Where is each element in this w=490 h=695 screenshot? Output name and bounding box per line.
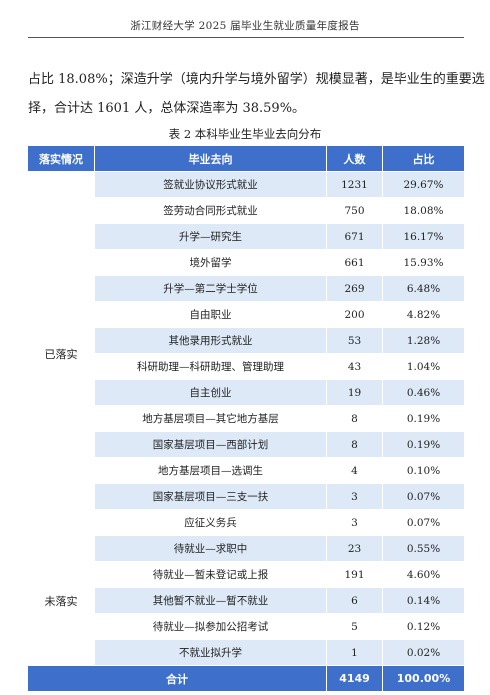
body-text-line-1: 占比 18.08%；深造升学（境内升学与境外留学）规模显著，是毕业生的重要选 [28, 72, 485, 87]
status-cell: 未落实 [27, 535, 95, 666]
destination-cell: 其他录用形式就业 [94, 327, 327, 354]
total-share: 100.00% [382, 665, 465, 692]
table-row: 其他录用形式就业 53 1.28% [28, 327, 465, 354]
count-cell: 43 [326, 353, 383, 380]
count-cell: 5 [326, 613, 383, 640]
table-row: 已落实 签就业协议形式就业 1231 29.67% [27, 171, 465, 536]
share-cell: 4.60% [382, 561, 465, 588]
status-cell: 已落实 [27, 171, 95, 536]
count-cell: 23 [326, 535, 383, 562]
share-cell: 0.55% [382, 535, 465, 562]
total-label: 合计 [27, 665, 327, 692]
header-destination: 毕业去向 [94, 145, 327, 172]
count-cell: 53 [326, 327, 383, 354]
destination-cell: 自由职业 [94, 301, 327, 328]
table-caption: 表 2 本科毕业生毕业去向分布 [168, 127, 322, 141]
table-row: 地方基层项目—其它地方基层 8 0.19% [28, 405, 465, 432]
count-cell: 671 [326, 223, 383, 250]
share-cell: 0.46% [382, 379, 465, 406]
share-cell: 0.12% [382, 613, 465, 640]
header-status: 落实情况 [27, 145, 95, 172]
total-count: 4149 [326, 665, 383, 692]
table-row: 待就业—暂未登记或上报 191 4.60% [28, 561, 465, 588]
table-row: 地方基层项目—选调生 4 0.10% [28, 457, 465, 484]
destination-cell: 升学—第二学士学位 [94, 275, 327, 302]
report-header: 浙江财经大学 2025 届毕业生就业质量年度报告 [130, 20, 360, 32]
header-count: 人数 [326, 145, 383, 172]
count-cell: 3 [326, 509, 383, 536]
share-cell: 4.82% [382, 301, 465, 328]
count-cell: 269 [326, 275, 383, 302]
count-cell: 1 [326, 639, 383, 666]
table-row: 科研助理—科研助理、管理助理 43 1.04% [28, 353, 465, 380]
share-cell: 6.48% [382, 275, 465, 302]
table-header-row: 落实情况 毕业去向 人数 占比 [27, 145, 465, 172]
header-divider [28, 37, 464, 38]
share-cell: 29.67% [382, 171, 465, 198]
share-cell: 15.93% [382, 249, 465, 276]
count-cell: 4 [326, 457, 383, 484]
count-cell: 8 [326, 431, 383, 458]
count-cell: 200 [326, 301, 383, 328]
count-cell: 1231 [326, 171, 383, 198]
destination-cell: 国家基层项目—三支一扶 [94, 483, 327, 510]
share-cell: 0.07% [382, 509, 465, 536]
destination-cell: 签就业协议形式就业 [94, 171, 327, 198]
share-cell: 0.02% [382, 639, 465, 666]
table-row: 境外留学 661 15.93% [28, 249, 465, 276]
count-cell: 19 [326, 379, 383, 406]
total-row: 合计 4149 100.00% [27, 665, 465, 692]
table-row: 自由职业 200 4.82% [28, 301, 465, 328]
destination-cell: 科研助理—科研助理、管理助理 [94, 353, 327, 380]
share-cell: 0.19% [382, 431, 465, 458]
destination-cell: 地方基层项目—选调生 [94, 457, 327, 484]
share-cell: 0.10% [382, 457, 465, 484]
table-row: 国家基层项目—西部计划 8 0.19% [28, 431, 465, 458]
destination-table: 落实情况 毕业去向 人数 占比 已落实 签就业协议形式就业 1231 29.67% 签劳… [27, 145, 465, 692]
table-row: 不就业拟升学 1 0.02% [28, 639, 465, 666]
destination-cell: 其他暂不就业—暂不就业 [94, 587, 327, 614]
table-row: 未落实 待就业—求职中 23 0.55% [27, 535, 465, 666]
destination-cell: 自主创业 [94, 379, 327, 406]
table-row: 升学—研究生 671 16.17% [28, 223, 465, 250]
destination-cell: 待就业—拟参加公招考试 [94, 613, 327, 640]
destination-cell: 签劳动合同形式就业 [94, 197, 327, 224]
table-row: 待就业—拟参加公招考试 5 0.12% [28, 613, 465, 640]
table-row: 自主创业 19 0.46% [28, 379, 465, 406]
share-cell: 0.07% [382, 483, 465, 510]
destination-cell: 不就业拟升学 [94, 639, 327, 666]
header-share: 占比 [382, 145, 465, 172]
table-row: 升学—第二学士学位 269 6.48% [28, 275, 465, 302]
body-text-line-2: 择，合计达 1601 人，总体深造率为 38.59%。 [28, 101, 306, 116]
count-cell: 8 [326, 405, 383, 432]
table-body: 已落实 签就业协议形式就业 1231 29.67% 签劳动合同形式就业 750 18.08%… [27, 171, 465, 692]
count-cell: 750 [326, 197, 383, 224]
table-row: 签劳动合同形式就业 750 18.08% [28, 197, 465, 224]
share-cell: 1.04% [382, 353, 465, 380]
count-cell: 6 [326, 587, 383, 614]
table-row: 国家基层项目—三支一扶 3 0.07% [28, 483, 465, 510]
share-cell: 0.19% [382, 405, 465, 432]
destination-cell: 境外留学 [94, 249, 327, 276]
destination-cell: 应征义务兵 [94, 509, 327, 536]
destination-cell: 国家基层项目—西部计划 [94, 431, 327, 458]
destination-cell: 待就业—暂未登记或上报 [94, 561, 327, 588]
destination-cell: 待就业—求职中 [94, 535, 327, 562]
share-cell: 1.28% [382, 327, 465, 354]
share-cell: 18.08% [382, 197, 465, 224]
count-cell: 191 [326, 561, 383, 588]
count-cell: 3 [326, 483, 383, 510]
share-cell: 16.17% [382, 223, 465, 250]
destination-cell: 升学—研究生 [94, 223, 327, 250]
share-cell: 0.14% [382, 587, 465, 614]
destination-cell: 地方基层项目—其它地方基层 [94, 405, 327, 432]
count-cell: 661 [326, 249, 383, 276]
